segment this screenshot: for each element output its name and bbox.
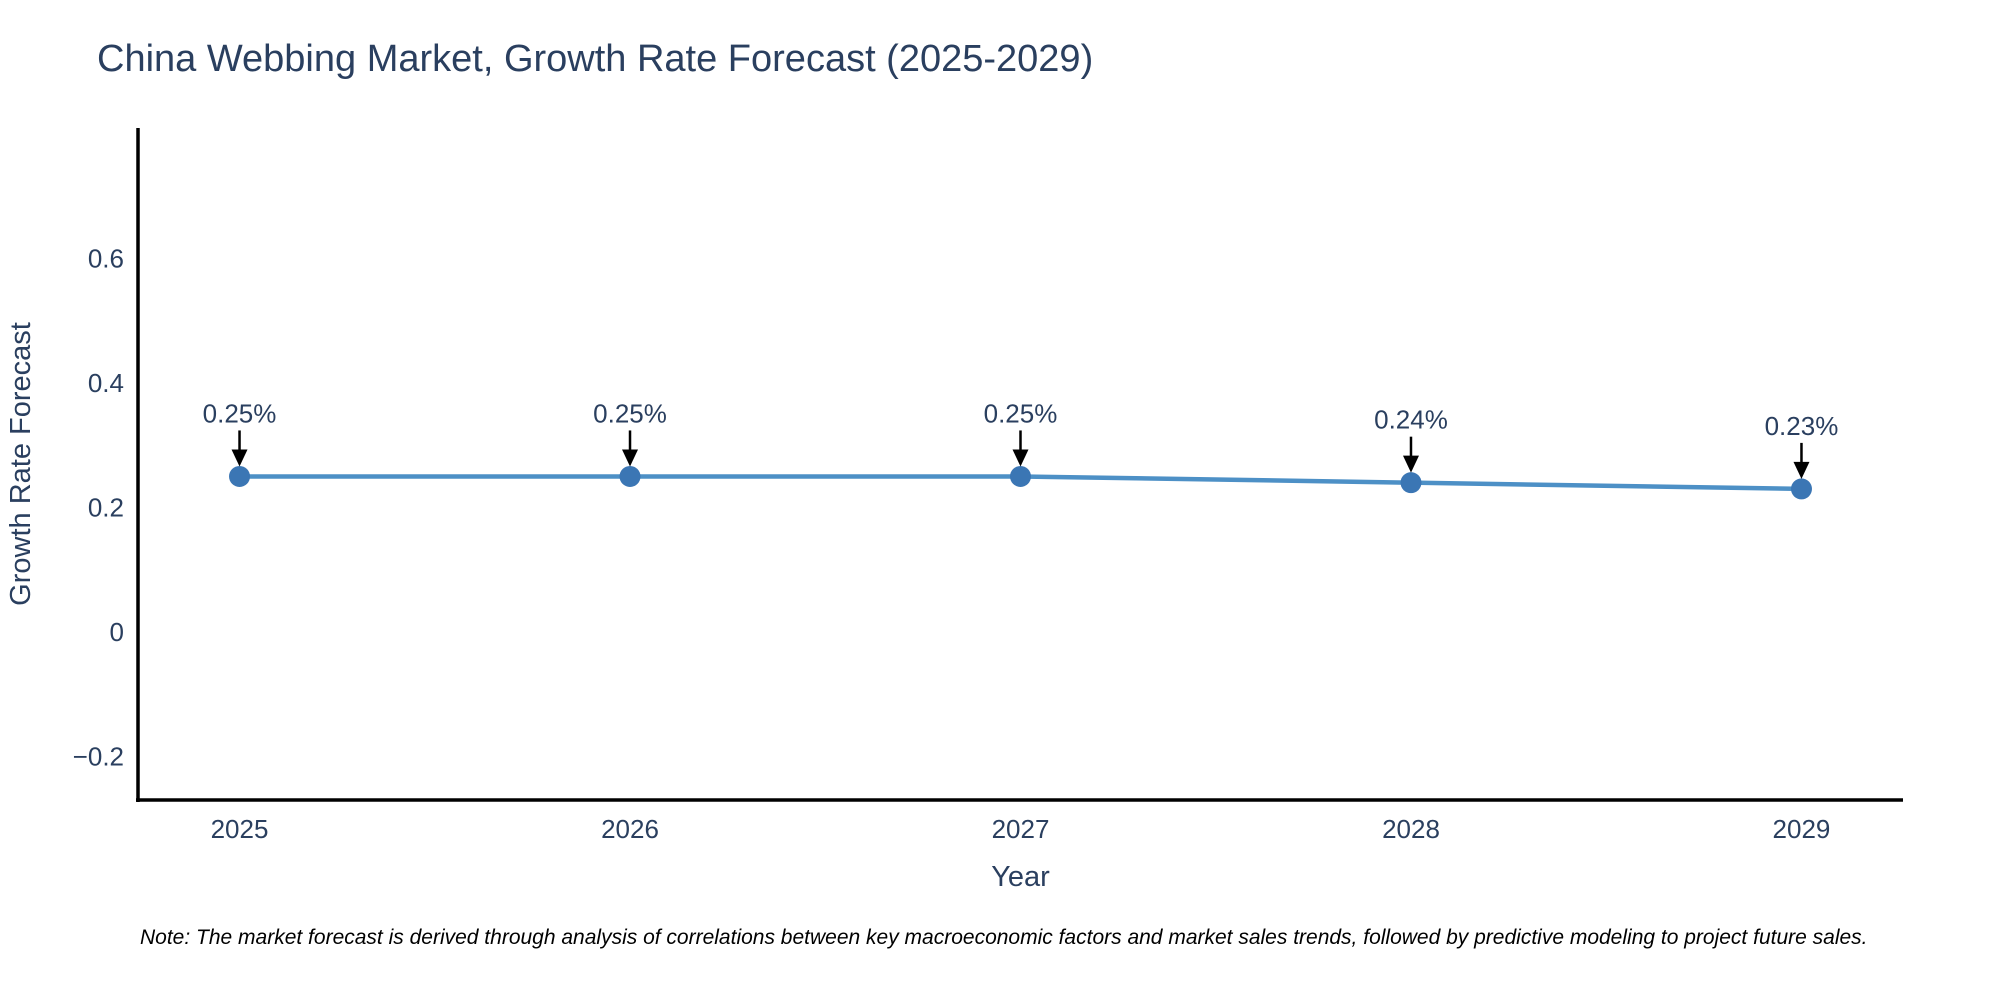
- y-tick-label: 0: [110, 617, 124, 647]
- x-axis-title: Year: [991, 861, 1050, 893]
- annotation-arrowhead-icon: [231, 449, 248, 467]
- annotation-arrowhead-icon: [622, 449, 639, 467]
- data-point-marker: [229, 465, 251, 487]
- data-point-label: 0.25%: [203, 398, 277, 428]
- x-tick-label: 2027: [992, 814, 1050, 844]
- x-tick-label: 2029: [1773, 814, 1831, 844]
- annotation-arrowhead-icon: [1402, 455, 1419, 473]
- chart-title: China Webbing Market, Growth Rate Foreca…: [97, 38, 1094, 80]
- data-point-marker: [619, 465, 641, 487]
- data-point-label: 0.25%: [984, 398, 1058, 428]
- data-point-label: 0.24%: [1374, 405, 1448, 435]
- x-tick-label: 2028: [1382, 814, 1440, 844]
- annotation-arrowhead-icon: [1793, 461, 1810, 479]
- x-tick-label: 2025: [211, 814, 269, 844]
- annotation-arrowhead-icon: [1012, 449, 1029, 467]
- y-tick-label: −0.2: [73, 741, 124, 771]
- data-point-marker: [1010, 465, 1031, 487]
- x-tick-label: 2026: [601, 814, 659, 844]
- footnote: Note: The market forecast is derived thr…: [140, 926, 1868, 949]
- data-point-marker: [1790, 478, 1812, 500]
- y-axis-title: Growth Rate Forecast: [5, 322, 37, 606]
- y-tick-label: 0.4: [88, 368, 124, 398]
- data-point-label: 0.25%: [593, 398, 667, 428]
- y-tick-label: 0.6: [88, 244, 124, 274]
- y-tick-label: 0.2: [88, 493, 124, 523]
- data-point-label: 0.23%: [1765, 411, 1839, 441]
- data-point-marker: [1400, 472, 1422, 494]
